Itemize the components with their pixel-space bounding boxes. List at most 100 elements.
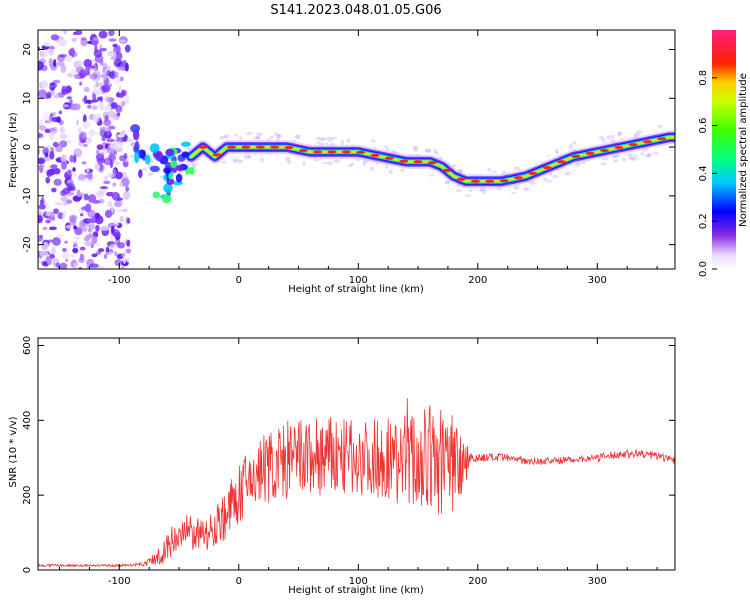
spectrogram-noise-blob [48, 45, 55, 50]
spectrogram-noise-blob [58, 39, 67, 47]
spectrogram-peak [313, 150, 323, 154]
spectrogram-noise-blob [64, 240, 68, 244]
spectrogram-peak [413, 160, 423, 164]
spectrogram-faint-blob [435, 152, 440, 155]
spectrogram-faint-blob [276, 133, 282, 139]
spectrogram-noise-blob [39, 249, 49, 258]
spectrogram-noise-blob [121, 177, 130, 187]
spectrogram-faint-blob [640, 151, 645, 156]
spectrogram-noise-blob [71, 172, 78, 177]
spectrogram-faint-blob [513, 166, 521, 171]
spectrogram-noise-blob [69, 69, 78, 76]
spectrogram-noise-blob [103, 157, 113, 166]
spectrogram-noise-blob [67, 170, 72, 175]
spectrogram-noise-blob [84, 203, 92, 213]
spectrogram-noise-blob [107, 50, 116, 57]
spectrogram-noise-blob [97, 248, 105, 253]
spectrogram-faint-blob [318, 138, 325, 141]
spectrogram-noise-blob [44, 152, 49, 158]
spectrogram-noise-blob [84, 240, 92, 247]
spectrogram-peak [499, 179, 509, 183]
spectrogram-faint-blob [433, 148, 438, 154]
spectrogram-faint-blob [238, 136, 243, 141]
spectrogram-noise-blob [113, 251, 118, 257]
spectrogram-noise-blob [94, 212, 100, 219]
spectrogram-faint-blob [383, 145, 389, 148]
spec-xtick-label: 300 [588, 275, 607, 286]
spectrogram-noise-blob [62, 247, 67, 253]
spectrogram-noise-blob [90, 222, 95, 231]
spectrogram-noise-blob [61, 88, 69, 95]
spectrogram-noise-blob [103, 119, 112, 127]
spectrogram-noise-blob [114, 141, 124, 149]
spectrogram-noise-blob [114, 161, 120, 166]
spectrogram-noise-blob [52, 79, 61, 84]
spectrogram-faint-blob [491, 170, 498, 173]
spectrogram-faint-blob [601, 157, 609, 161]
snr-ytick-label: 400 [22, 411, 33, 430]
snr-frame [37, 337, 676, 571]
spectrogram-noise-blob [72, 103, 81, 111]
colorbar-ticks: 0.0 0.2 0.4 0.6 0.8 [698, 70, 717, 277]
spectrogram-faint-blob [243, 154, 251, 160]
spectrogram-peak [212, 153, 222, 157]
spectrogram-noise-blob [42, 112, 49, 121]
spectrogram-faint-blob [385, 164, 389, 170]
spectrogram-faint-blob [523, 187, 530, 192]
spectrogram-peak [614, 145, 624, 150]
snr-ytick-label: 200 [22, 486, 33, 505]
spectrogram-noise-blob [39, 199, 44, 205]
spectrogram-noise-blob [115, 171, 123, 180]
spectrogram-noise-blob [55, 262, 60, 267]
spectrogram-peak [427, 161, 437, 165]
spec-xtick-label: 0 [236, 275, 242, 286]
spectrogram-cluster-blob [149, 165, 160, 173]
spectrogram-peak [284, 145, 294, 150]
spectrogram-noise-blob [46, 91, 52, 99]
spectrogram-cluster-blob [130, 124, 141, 133]
snr-xtick-label: 100 [349, 576, 368, 587]
spectrogram-faint-blob [129, 139, 135, 142]
spectrogram-faint-blob [237, 159, 244, 164]
spectrogram-peak [227, 145, 237, 149]
spectrogram-noise-blob [119, 76, 124, 82]
colorbar-label: Normalized spectral amplitude [738, 73, 749, 227]
spectrogram-cluster-blob [181, 141, 191, 147]
spectrogram-noise-blob [53, 178, 62, 186]
spectrogram-peak [456, 177, 466, 181]
spectrogram-faint-blob [147, 172, 152, 177]
spectrogram-noise-blob [122, 191, 131, 200]
spectrogram-peak [643, 140, 653, 144]
spectrogram-faint-blob [543, 177, 548, 181]
spectrogram-noise-blob [95, 224, 100, 232]
spectrogram-noise-blob [72, 241, 78, 245]
spectrogram-faint-blob [324, 142, 329, 146]
spectrogram-faint-blob [326, 161, 333, 165]
spectrogram-cluster-blob [144, 154, 151, 165]
snr-xlabel: Height of straight line (km) [288, 585, 424, 596]
spectrogram-noise-blob [65, 224, 74, 229]
spectrogram-noise-blob [38, 235, 43, 242]
spectrogram-noise-blob [112, 182, 117, 187]
spectrogram-faint-blob [652, 152, 659, 155]
spectrogram-peak [513, 176, 523, 180]
spectrogram-noise-blob [49, 151, 55, 160]
spectrogram-noise-blob [96, 157, 106, 164]
spectrogram-noise-blob [126, 217, 131, 224]
spectrogram-noise-blob [95, 149, 100, 155]
spectrogram-noise-blob [114, 259, 122, 267]
snr-ylabel: SNR (10 * v/v) [8, 416, 19, 487]
spectrogram-noise-blob [93, 49, 103, 58]
spectrogram-noise-blob [121, 101, 126, 107]
spectrogram-faint-blob [256, 132, 263, 137]
spectrogram-faint-blob [233, 160, 237, 163]
spectrogram-cluster-blob [163, 167, 172, 174]
spectrogram-noise-blob [103, 180, 111, 184]
spectrogram-noise-blob [104, 104, 109, 112]
spectrogram-faint-blob [316, 141, 321, 144]
spectrogram-noise-blob [62, 30, 68, 35]
spectrogram-faint-blob [296, 134, 301, 139]
colorbar: 0.0 0.2 0.4 0.6 0.8 Normalized spectral ampl… [698, 30, 749, 277]
spectrogram-noise-blob [119, 155, 127, 162]
